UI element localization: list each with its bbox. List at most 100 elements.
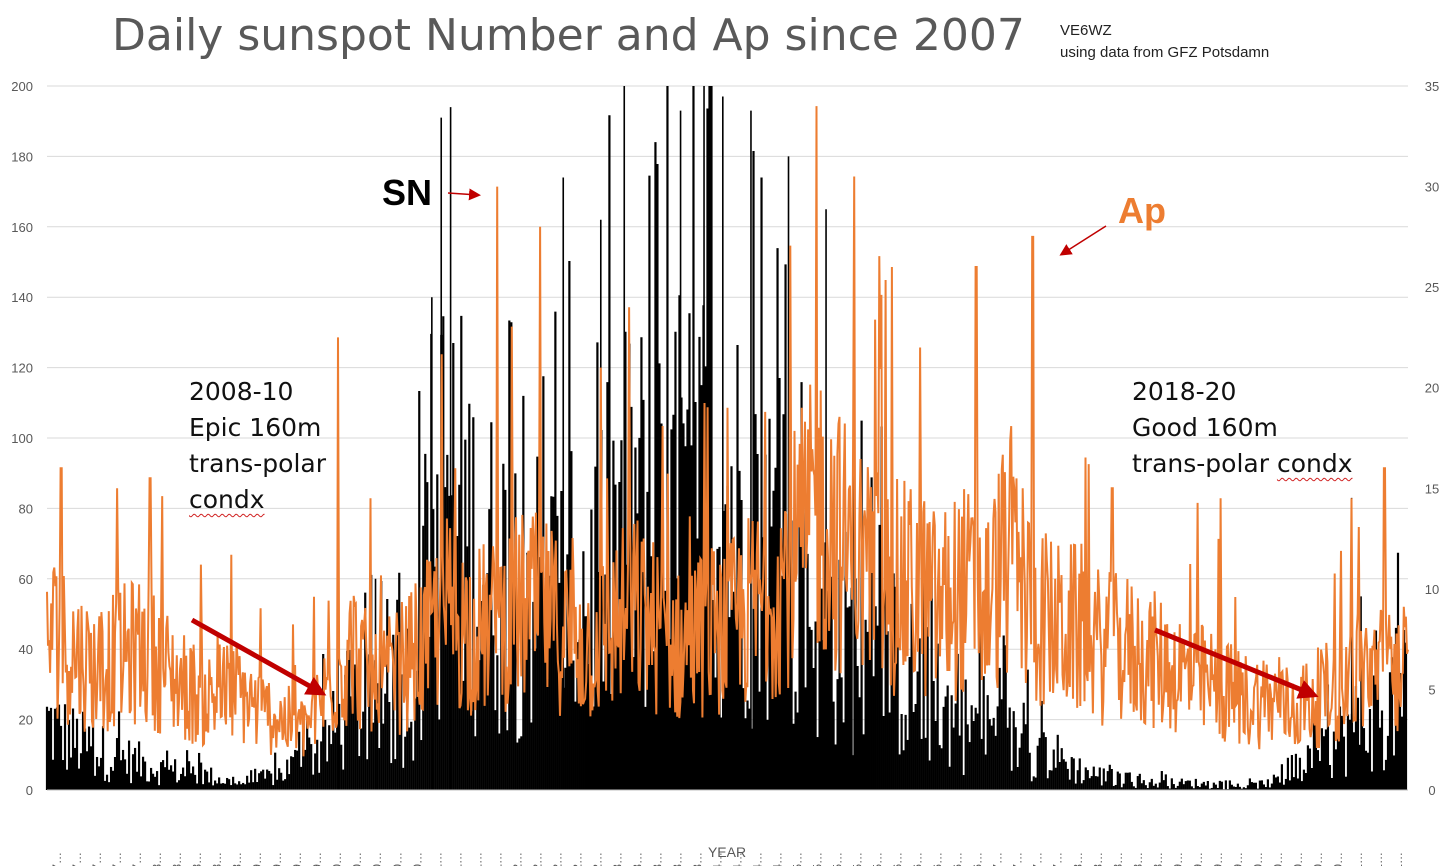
right-tick-label: 15 [1425, 481, 1439, 496]
right-tick-label: 20 [1425, 381, 1439, 396]
credit-author: VE6WZ [1060, 22, 1112, 39]
x-tick-label: 2016… [891, 852, 905, 866]
x-tick-label: 2009… [290, 852, 304, 866]
x-tick-label: 2007… [130, 852, 144, 866]
left-annotation: 2008-10 Epic 160m trans-polar condx [189, 374, 326, 518]
x-tick-label: 2021… [1391, 852, 1405, 866]
left-tick-label: 180 [11, 149, 33, 164]
x-tick-label: 2016… [951, 852, 965, 866]
left-tick-label: 0 [26, 783, 33, 798]
x-tick-label: 2013… [670, 852, 684, 866]
x-tick-label: 2013… [650, 852, 664, 866]
right-note-line3-condx: condx [1276, 449, 1353, 478]
right-annotation: 2018-20 Good 160m trans-polar condx [1132, 374, 1353, 482]
x-tick-label: 2008… [230, 852, 244, 866]
left-trend-arrow [190, 617, 327, 696]
x-tick-label: 2008… [210, 852, 224, 866]
left-tick-label: 20 [19, 713, 33, 728]
left-tick-label: 160 [11, 220, 33, 235]
sn-series-label: SN [382, 172, 433, 213]
x-tick-label: 2015… [791, 852, 805, 866]
x-tick-label: 2015… [811, 852, 825, 866]
right-tick-label: 35 [1425, 79, 1439, 94]
left-tick-label: 120 [11, 361, 33, 376]
x-tick-label: 2010… [390, 852, 404, 866]
x-tick-label: 2018… [1111, 852, 1125, 866]
x-tick-label: 2020… [1291, 852, 1305, 866]
x-tick-label: 2015… [831, 852, 845, 866]
x-tick-label: 2011… [430, 852, 444, 866]
x-tick-label: 2009… [250, 852, 264, 866]
x-tick-label: 2020… [1251, 852, 1265, 866]
x-tick-label: 2012… [530, 852, 544, 866]
x-tick-label: 2018… [1131, 852, 1145, 866]
x-tick-label: 2014… [710, 852, 724, 866]
right-note-line3-text: trans-polar [1132, 449, 1277, 478]
x-tick-label: 2010… [410, 852, 424, 866]
x-tick-label: 2007… [110, 852, 124, 866]
left-tick-label: 140 [11, 290, 33, 305]
left-tick-label: 40 [19, 642, 33, 657]
credit-source: using data from GFZ Potsdamn [1060, 44, 1270, 61]
left-note-line4: condx [189, 485, 265, 514]
right-tick-label: 30 [1425, 180, 1439, 195]
left-note-line1: 2008-10 [189, 377, 294, 406]
x-tick-label: 2019… [1211, 852, 1225, 866]
left-note-line2: Epic 160m [189, 413, 322, 442]
right-trend-arrow [1154, 627, 1319, 699]
x-tick-label: 2017… [1031, 852, 1045, 866]
x-tick-label: 2012… [510, 852, 524, 866]
x-tick-label: 2012… [550, 852, 564, 866]
x-tick-label: 2020… [1271, 852, 1285, 866]
x-tick-label: 2016… [931, 852, 945, 866]
x-tick-label: 2018… [1091, 852, 1105, 866]
right-note-line2: Good 160m [1132, 413, 1278, 442]
x-tick-label: 2011… [490, 852, 504, 866]
x-tick-label: 2013… [610, 852, 624, 866]
x-tick-label: 2012… [590, 852, 604, 866]
ap-pointer-arrow [1059, 225, 1107, 256]
left-tick-label: 60 [19, 572, 33, 587]
right-note-line3: trans-polar condx [1132, 446, 1353, 482]
x-tick-label: 2019… [1231, 852, 1245, 866]
x-tick-label: 2009… [310, 852, 324, 866]
right-tick-label: 0 [1428, 783, 1435, 798]
x-tick-label: 2008… [190, 852, 204, 866]
right-tick-label: 25 [1425, 280, 1439, 295]
left-note-line3: trans-polar [189, 449, 326, 478]
x-tick-label: 2012… [570, 852, 584, 866]
x-tick-label: 2011… [470, 852, 484, 866]
left-tick-label: 80 [19, 501, 33, 516]
x-tick-label: 2014… [771, 852, 785, 866]
left-tick-label: 100 [11, 431, 33, 446]
x-tick-label: 2020… [1331, 852, 1345, 866]
x-tick-label: 2015… [871, 852, 885, 866]
x-tick-label: 2010… [350, 852, 364, 866]
right-note-line1: 2018-20 [1132, 377, 1237, 406]
x-tick-label: 2014… [751, 852, 765, 866]
x-tick-label: 2013… [690, 852, 704, 866]
x-tick-label: 2019… [1191, 852, 1205, 866]
x-tick-label: 2013… [630, 852, 644, 866]
x-tick-label: 2018… [1071, 852, 1085, 866]
x-tick-label: 2016… [911, 852, 925, 866]
x-tick-label: 2015… [851, 852, 865, 866]
x-tick-label: 2021… [1371, 852, 1385, 866]
chart-title: Daily sunspot Number and Ap since 2007 [112, 10, 1025, 61]
x-tick-label: 2021… [1351, 852, 1365, 866]
x-tick-label: 2018… [1151, 852, 1165, 866]
x-tick-label: 2010… [330, 852, 344, 866]
right-tick-label: 5 [1428, 682, 1435, 697]
x-tick-label: 2017… [991, 852, 1005, 866]
x-tick-label: 2016… [971, 852, 985, 866]
x-tick-label: 2017… [1051, 852, 1065, 866]
left-tick-label: 200 [11, 79, 33, 94]
right-tick-label: 10 [1425, 582, 1439, 597]
x-tick-label: 2010… [370, 852, 384, 866]
x-tick-label: 2008… [170, 852, 184, 866]
x-tick-label: 2014… [731, 852, 745, 866]
x-tick-label: 2019… [1171, 852, 1185, 866]
x-tick-label: 2007… [90, 852, 104, 866]
